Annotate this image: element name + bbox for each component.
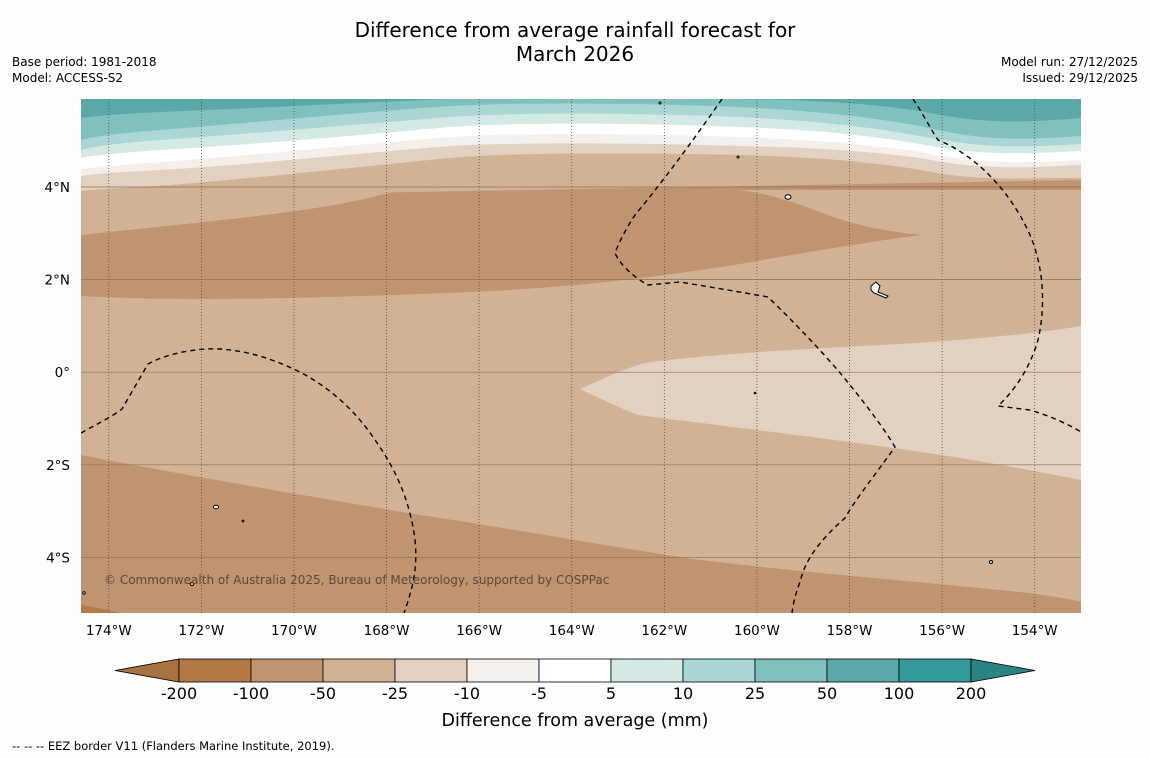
graticule [81,99,1081,613]
longitude-tick-label: 168°W [364,623,410,639]
longitude-tick-label: 160°W [734,623,780,639]
colorbar-swatch [898,658,972,683]
colorbar-tick-label: -50 [310,684,336,703]
longitude-tick-label: 162°W [641,623,687,639]
base-period-text: Base period: 1981-2018 [12,55,157,69]
contour-wet100 [81,99,1081,122]
eez-borders [81,99,1081,613]
island-d [190,582,194,586]
island-b [213,504,219,510]
colorbar-extend-low [114,658,180,683]
colorbar-swatch [178,658,252,683]
longitude-tick-label: 174°W [86,623,132,639]
colorbar-swatch [322,658,396,683]
copyright-text: © Commonwealth of Australia 2025, Bureau… [104,573,609,587]
island-f [736,155,740,159]
map-title: Difference from average rainfall forecas… [0,18,1150,66]
colorbar-swatch [538,658,612,683]
longitude-tick-label: 158°W [827,623,873,639]
colorbar-swatch [250,658,324,683]
latitude-tick-label: 4°S [46,550,70,566]
colorbar-tick-label: 100 [884,684,915,703]
contour-dry100-south [81,455,1081,613]
colorbar-swatch [610,658,684,683]
island-c [241,519,245,523]
colorbar-tick-label: 25 [745,684,765,703]
contour-dry100-tongue [81,176,922,299]
colorbar-swatch [682,658,756,683]
longitude-tick-label: 154°W [1012,623,1058,639]
colorbar-extend-high [970,658,1036,683]
longitude-tick-label: 156°W [919,623,965,639]
rainfall-map: © Commonwealth of Australia 2025, Bureau… [45,99,1081,731]
meta-left: Base period: 1981-2018 Model: ACCESS-S2 [12,54,157,86]
contour-fill-layers [81,99,1081,613]
contour-wet50 [81,99,1081,140]
longitude-labels: 174°W 172°W 170°W 168°W 166°W 164°W 162°W 160°W… [86,623,1058,639]
island-kiritimati [870,281,889,299]
eez-border-east [912,99,1081,433]
islands [82,101,993,595]
latitude-tick-label: 0° [55,365,70,381]
longitude-tick-label: 172°W [178,623,224,639]
island-h [989,560,993,564]
eez-border-west [81,348,417,613]
island-g [753,391,757,395]
island-i [82,591,86,595]
colorbar-tick-label: -10 [454,684,480,703]
contour-dry25-east [580,326,1081,480]
eez-border-center [614,99,896,613]
colorbar-tick-label: -200 [161,684,197,703]
longitude-tick-label: 164°W [549,623,595,639]
latitude-labels: 4°N 2°N 0° 2°S 4°S [45,180,70,566]
colorbar-tick-label: 5 [606,684,616,703]
model-name-text: Model: ACCESS-S2 [12,71,124,85]
colorbar-tick-label: 10 [673,684,693,703]
colorbar-swatch [754,658,828,683]
island-a [784,194,792,200]
longitude-tick-label: 166°W [456,623,502,639]
colorbar-tick-label: -5 [531,684,547,703]
meta-right: Model run: 27/12/2025 Issued: 29/12/2025 [1001,54,1138,86]
contour-dry200-sw [81,605,120,613]
colorbar-title: Difference from average (mm) [441,711,708,731]
issued-date-text: Issued: 29/12/2025 [1022,71,1138,85]
eez-footnote: -- -- -- EEZ border V11 (Flanders Marine… [12,739,335,753]
latitude-tick-label: 2°S [46,458,70,474]
colorbar-swatch [466,658,540,683]
longitude-tick-label: 170°W [271,623,317,639]
model-run-text: Model run: 27/12/2025 [1000,55,1138,69]
colorbar-tick-label: 50 [817,684,837,703]
map-title-line2: March 2026 [515,42,635,66]
colorbar: -200 -100 -50 -25 -10 -5 5 10 25 50 100 200 [114,658,1036,703]
latitude-tick-label: 4°N [45,180,70,196]
island-e [658,101,662,105]
latitude-tick-label: 2°N [45,273,70,289]
map-title-line1: Difference from average rainfall forecas… [354,18,796,42]
colorbar-tick-label: -100 [233,684,269,703]
colorbar-tick-label: 200 [956,684,987,703]
colorbar-swatch [394,658,468,683]
colorbar-tick-label: -25 [382,684,408,703]
colorbar-swatch [826,658,900,683]
